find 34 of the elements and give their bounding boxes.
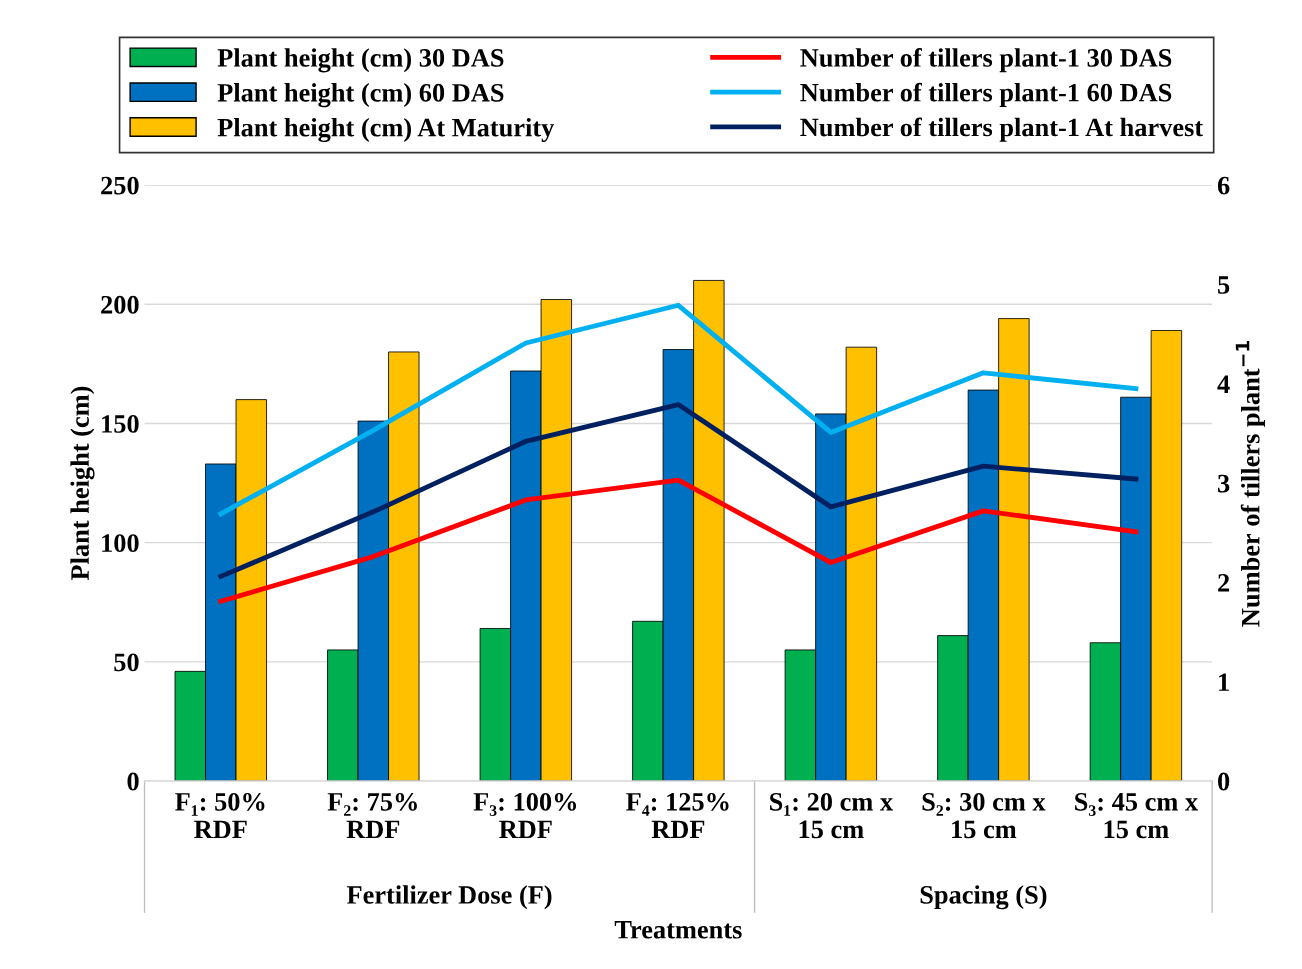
x-tick-label: S₃: 45 cm x 15 cm: [1075, 792, 1198, 839]
y2-axis-title: Number of tillers plant$^{−1}$: [1235, 341, 1265, 627]
y-tick-label: 0: [127, 772, 139, 791]
legend-label: Number of tillers plant-1 60 DAS: [800, 82, 1172, 107]
legend-label: Plant height (cm) At Maturity: [217, 117, 555, 143]
y-axis-title: Plant height (cm): [70, 386, 95, 581]
x-tick-label: F₂: 75% RDF: [327, 792, 417, 839]
y2-tick-label: 3: [1218, 474, 1230, 493]
x-tick-label: S₂: 30 cm x 15 cm: [922, 792, 1046, 839]
y2-tick-label: 1: [1219, 673, 1229, 691]
y2-tick-label: 4: [1217, 375, 1230, 393]
text: Fertilizer Dose (F): [346, 885, 552, 910]
legend-label: Number of tillers plant-1 30 DAS: [800, 47, 1172, 73]
y-tick-label: 150: [102, 415, 139, 433]
y-tick-label: 50: [114, 653, 139, 672]
y2-tick-label: 0: [1218, 772, 1230, 791]
text: Spacing (S): [920, 885, 1047, 910]
legend-label: Plant height (cm) 60 DAS: [217, 83, 504, 108]
x-tick-label: S₁: 20 cm x 15 cm: [770, 792, 893, 839]
y2-tick-label: 2: [1218, 574, 1230, 592]
legend-label: Number of tillers plant-1 At harvest: [800, 117, 1204, 142]
y-tick-label: 200: [101, 295, 139, 314]
legend-label: Plant height (cm) 30 DAS: [217, 48, 504, 73]
y-tick-label: 250: [101, 176, 139, 195]
y2-tick-label: 6: [1217, 176, 1230, 195]
y2-tick-label: 5: [1218, 276, 1230, 294]
x-tick-label: F₄: 125% RDF: [626, 792, 729, 839]
line-series: [218, 302, 1139, 517]
x-tick-label: F₃: 100% RDF: [473, 792, 577, 839]
y-tick-label: 100: [102, 534, 139, 553]
line-series: [218, 402, 1139, 579]
line-series: [218, 477, 1139, 604]
x-tick-label: F₁: 50% RDF: [175, 792, 265, 839]
x-axis-title: Treatments: [614, 921, 742, 939]
